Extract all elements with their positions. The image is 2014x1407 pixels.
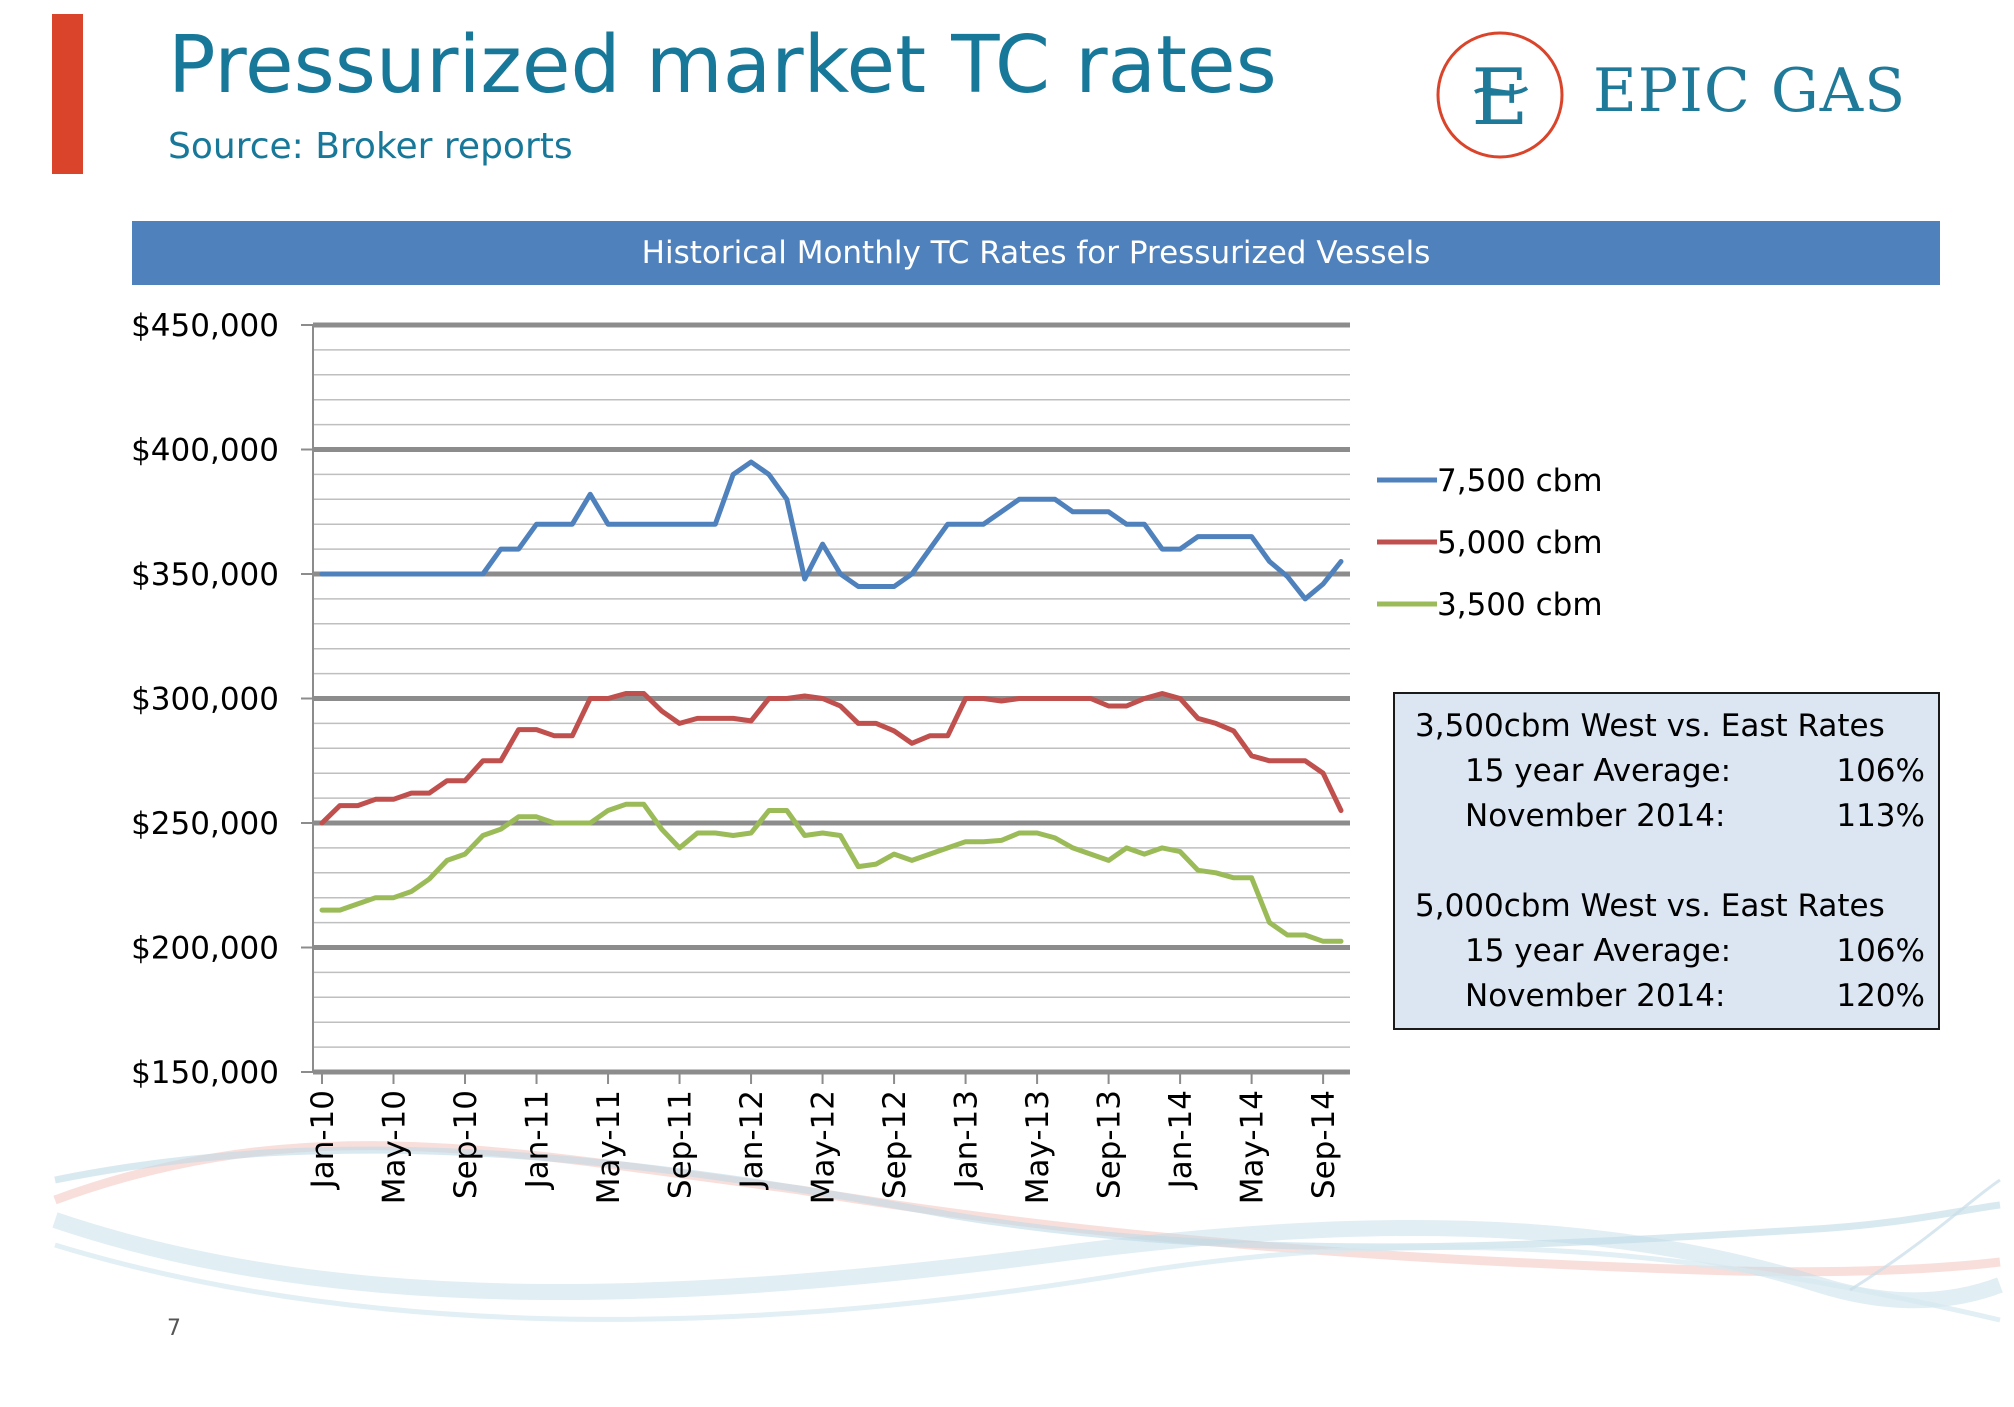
stats-group-5000: 5,000cbm West vs. East Rates 15 year Ave… (1415, 884, 1925, 1019)
stats-value: 106% (1836, 753, 1925, 789)
x-tick-label: Sep-12 (877, 1090, 913, 1199)
accent-bar (52, 14, 83, 174)
page-title: Pressurized market TC rates (168, 19, 1277, 111)
stats-row: 15 year Average: 106% (1415, 929, 1925, 974)
stats-label: November 2014: (1465, 798, 1726, 834)
x-tick-label: Jan-12 (734, 1090, 770, 1190)
series-line (319, 691, 1344, 826)
stats-row: November 2014: 120% (1415, 974, 1925, 1019)
series-line (319, 801, 1344, 944)
y-tick-label: $250,000 (131, 806, 279, 842)
series-line (319, 459, 1344, 602)
x-tick-label: Sep-13 (1092, 1090, 1128, 1199)
legend-label: 3,500 cbm (1437, 587, 1603, 623)
x-tick-label: Jan-14 (1163, 1090, 1199, 1190)
x-tick-label: Sep-10 (448, 1090, 484, 1199)
y-tick-label: $200,000 (131, 931, 279, 967)
y-tick-label: $400,000 (131, 433, 279, 469)
legend-label: 5,000 cbm (1437, 525, 1603, 561)
y-tick-label: $300,000 (131, 682, 279, 718)
epic-gas-logo: E EPIC GAS (1435, 28, 1915, 163)
chart-banner: Historical Monthly TC Rates for Pressuri… (132, 221, 1940, 285)
x-tick-label: May-11 (591, 1090, 627, 1204)
stats-heading: 3,500cbm West vs. East Rates (1415, 708, 1885, 744)
page-number: 7 (167, 1316, 181, 1341)
x-tick-label: Jan-11 (520, 1090, 556, 1190)
legend-label: 7,500 cbm (1437, 463, 1603, 499)
page-subtitle: Source: Broker reports (168, 126, 573, 167)
x-tick-label: Jan-10 (305, 1090, 341, 1190)
logo-emblem: E (1436, 31, 1564, 159)
stats-value: 113% (1836, 798, 1925, 834)
stats-heading: 5,000cbm West vs. East Rates (1415, 888, 1885, 924)
x-tick-label: Sep-14 (1306, 1090, 1342, 1199)
x-tick-label: May-10 (377, 1090, 413, 1204)
stats-label: November 2014: (1465, 978, 1726, 1014)
stats-value: 120% (1836, 978, 1925, 1014)
y-tick-label: $150,000 (131, 1055, 279, 1091)
y-tick-label: $450,000 (131, 308, 279, 344)
logo-text: EPIC GAS (1593, 56, 1907, 126)
y-tick-label: $350,000 (131, 557, 279, 593)
x-tick-label: Jan-13 (949, 1090, 985, 1190)
stats-row: 15 year Average: 106% (1415, 749, 1925, 794)
x-tick-label: May-13 (1020, 1090, 1056, 1204)
x-tick-label: May-12 (806, 1090, 842, 1204)
stats-label: 15 year Average: (1465, 753, 1732, 789)
stats-row: November 2014: 113% (1415, 794, 1925, 839)
stats-value: 106% (1836, 933, 1925, 969)
stats-group-3500: 3,500cbm West vs. East Rates 15 year Ave… (1415, 704, 1925, 839)
x-tick-label: Sep-11 (663, 1090, 699, 1199)
x-tick-label: May-14 (1235, 1090, 1271, 1204)
stats-label: 15 year Average: (1465, 933, 1732, 969)
svg-text:E: E (1472, 53, 1529, 143)
stats-box: 3,500cbm West vs. East Rates 15 year Ave… (1393, 692, 1940, 1030)
